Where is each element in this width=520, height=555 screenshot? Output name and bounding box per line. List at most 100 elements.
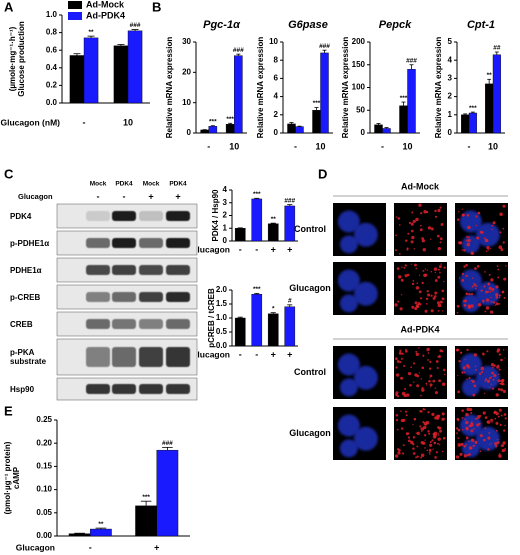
mito-signal: [437, 442, 439, 445]
mito-signal: [468, 453, 471, 456]
mito-signal: [406, 273, 410, 277]
nucleus: [339, 294, 358, 313]
mito-signal: [412, 452, 416, 455]
mito-signal: [495, 446, 497, 448]
bar: [251, 198, 263, 242]
mito-signal: [437, 414, 441, 418]
mito-signal: [394, 303, 398, 307]
mito-signal: [410, 240, 414, 244]
mito-signal: [419, 425, 422, 428]
blot-band: [139, 265, 163, 275]
bar: [374, 124, 383, 134]
mito-signal: [421, 430, 423, 433]
mito-signal: [422, 247, 426, 252]
x-tick-label: -: [239, 349, 242, 359]
mito-signal: [481, 231, 484, 234]
mito-signal: [442, 436, 446, 440]
y-tick-label: 1: [223, 223, 228, 232]
mito-signal: [432, 379, 436, 383]
mito-signal: [426, 290, 429, 293]
y-tick-label: 0.00: [36, 531, 52, 540]
mito-signal: [480, 289, 483, 292]
mito-signal: [420, 224, 422, 227]
significance-label: ##: [493, 45, 501, 52]
mito-signal: [466, 235, 468, 238]
mito-signal: [457, 390, 461, 394]
bar: [468, 112, 477, 134]
mito-signal: [441, 297, 445, 301]
mito-signal: [426, 269, 429, 271]
blot-row-label: Hsp90: [10, 384, 35, 394]
significance-label: **: [98, 521, 104, 528]
mito-signal: [473, 282, 475, 285]
bar: [312, 110, 321, 134]
mito-signal: [404, 274, 408, 278]
y-tick-label: 5: [448, 37, 453, 46]
mito-signal: [405, 410, 408, 413]
mito-signal: [412, 436, 416, 439]
treatment-label: Glucagon: [18, 192, 53, 201]
mito-signal: [440, 263, 442, 265]
significance-label: **: [89, 29, 95, 36]
mito-signal: [395, 418, 399, 422]
significance-label: ***: [209, 118, 217, 125]
mito-signal: [461, 429, 464, 431]
mito-signal: [401, 294, 403, 296]
y-tick-label: 30: [182, 37, 191, 46]
significance-label: ###: [284, 197, 295, 204]
mito-signal: [497, 387, 501, 391]
mito-signal: [496, 441, 500, 444]
mito-signal: [439, 271, 441, 274]
mito-signal: [470, 251, 475, 256]
mito-signal: [496, 350, 500, 353]
mito-signal: [498, 408, 502, 412]
mito-signal: [429, 360, 432, 364]
mito-signal: [421, 239, 425, 243]
x-tick-label: -: [294, 141, 297, 151]
mito-signal: [484, 238, 489, 243]
y-tick-label: 2: [448, 92, 453, 101]
mito-signal: [418, 203, 422, 207]
nucleus: [339, 378, 358, 397]
mito-signal: [396, 360, 400, 363]
mito-signal: [496, 265, 499, 267]
mito-signal: [434, 387, 436, 389]
mito-signal: [476, 265, 480, 268]
blot-band: [166, 319, 190, 329]
legend-label: Ad-Mock: [86, 0, 125, 9]
mito-signal: [440, 222, 444, 226]
x-tick-label: +: [271, 349, 276, 359]
mito-signal: [492, 387, 495, 390]
mito-signal: [484, 310, 487, 313]
micrograph: [394, 203, 447, 256]
mito-signal: [410, 222, 414, 226]
treatment-sign: -: [97, 191, 100, 201]
mito-signal: [500, 388, 504, 392]
mito-signal: [397, 448, 401, 452]
mito-signal: [456, 304, 460, 308]
significance-label: ###: [130, 22, 141, 29]
mito-signal: [421, 388, 425, 392]
group-title: Ad-Mock: [401, 181, 440, 191]
mito-signal: [399, 224, 401, 226]
mito-signal: [474, 440, 478, 444]
mito-signal: [402, 444, 405, 447]
bar: [407, 69, 416, 134]
mito-signal: [431, 412, 435, 416]
x-axis-label: Glucagon: [191, 244, 230, 254]
mito-signal: [430, 238, 432, 240]
mito-signal: [429, 383, 433, 387]
mito-signal: [484, 416, 488, 419]
mito-signal: [441, 310, 444, 312]
blot-band: [86, 319, 110, 329]
mito-signal: [458, 210, 460, 213]
mito-signal: [398, 252, 401, 255]
mito-signal: [418, 372, 421, 374]
y-tick-label: 0.10: [36, 485, 52, 494]
mito-signal: [430, 270, 433, 273]
mito-signal: [498, 303, 501, 305]
mito-signal: [407, 372, 412, 376]
mito-signal: [395, 216, 398, 218]
y-axis-label: cAMP: [12, 466, 21, 489]
